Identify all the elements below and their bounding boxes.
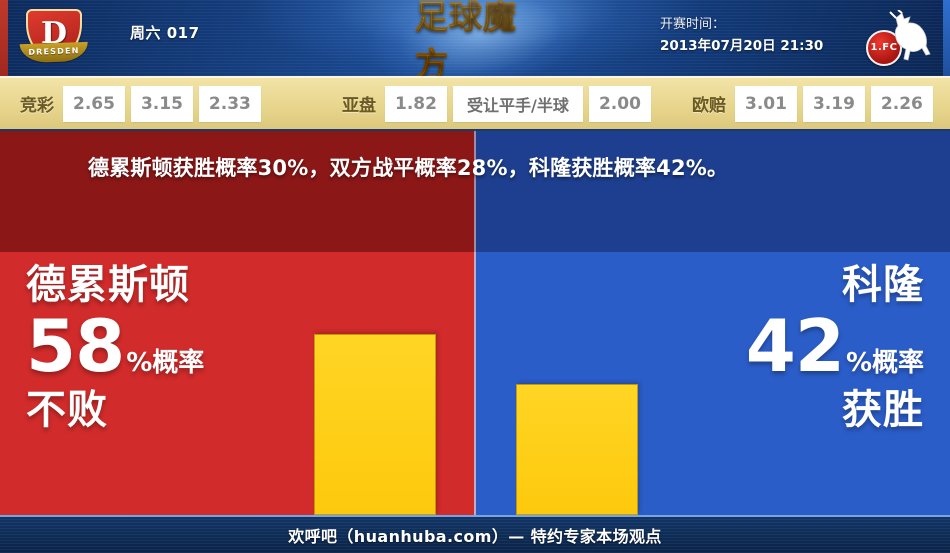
away-outcome-label: 获胜 — [842, 386, 924, 433]
away-stat-block: 科隆 42 %概率 获胜 — [745, 262, 924, 433]
odds-group-title: 亚盘 — [342, 96, 376, 116]
handicap-line[interactable]: 受让平手/半球 — [452, 85, 583, 122]
brand-logo: 足球魔方 — [415, 0, 550, 76]
away-probability-value: 42 — [745, 304, 845, 389]
away-probability-row: 42 %概率 — [745, 304, 924, 389]
banner-divider — [474, 131, 476, 252]
handicap-away-odds[interactable]: 2.00 — [588, 85, 651, 122]
home-outcome-label: 不败 — [26, 386, 108, 433]
bar-home — [314, 334, 436, 515]
euro-cell-home[interactable]: 3.01 — [735, 85, 797, 122]
odds-bar: 竞彩 2.65 3.15 2.33 亚盘 1.82 受让平手/半球 2.00 欧… — [0, 76, 950, 129]
euro-cell-draw[interactable]: 3.19 — [802, 85, 865, 122]
match-round-label: 周六 017 — [130, 24, 200, 42]
kickoff-label: 开赛时间： — [660, 17, 726, 32]
summary-banner-right-half — [475, 131, 950, 252]
bar-away — [516, 384, 638, 515]
home-probability-unit: %概率 — [126, 348, 205, 379]
header-left-red-edge — [0, 0, 8, 76]
probability-chart: 德累斯顿 58 %概率 不败 科隆 42 %概率 获胜 — [0, 252, 950, 515]
home-team-name: 德累斯顿 — [26, 262, 190, 308]
odds-group-asian-handicap: 亚盘 1.82 受让平手/半球 2.00 — [342, 85, 657, 122]
summary-banner-left-half — [0, 131, 475, 252]
odds-group-title: 竞彩 — [20, 96, 54, 116]
header-right-blue-edge — [943, 0, 950, 76]
summary-text: 德累斯顿获胜概率30%，双方战平概率28%，科隆获胜概率42%。 — [88, 156, 729, 180]
summary-banner: 德累斯顿获胜概率30%，双方战平概率28%，科隆获胜概率42%。 — [0, 131, 950, 252]
odds-cell-away[interactable]: 2.33 — [198, 85, 261, 122]
odds-group-european: 欧赔 3.01 3.19 2.26 — [692, 85, 939, 122]
footer-text: 欢呼吧（huanhuba.com）— 特约专家本场观点 — [288, 527, 662, 546]
odds-cell-home[interactable]: 2.65 — [63, 85, 125, 122]
away-probability-unit: %概率 — [845, 348, 924, 379]
away-crest-label: 1.FC — [870, 42, 898, 53]
away-team-crest-icon: 1.FC — [862, 8, 940, 68]
odds-group-title: 欧赔 — [692, 96, 726, 116]
goat-icon — [889, 10, 931, 61]
kickoff-value: 2013年07月20日 21:30 — [660, 38, 824, 55]
euro-cell-away[interactable]: 2.26 — [870, 85, 933, 122]
home-probability-value: 58 — [26, 304, 125, 389]
footer-bar: 欢呼吧（huanhuba.com）— 特约专家本场观点 — [0, 515, 950, 553]
odds-group-jingcai: 竞彩 2.65 3.15 2.33 — [20, 85, 267, 122]
home-stat-block: 德累斯顿 58 %概率 不败 — [26, 262, 205, 433]
crest-ribbon: DRESDEN — [19, 41, 89, 64]
odds-cell-draw[interactable]: 3.15 — [130, 85, 193, 122]
header-bar: D DRESDEN 周六 017 足球魔方 开赛时间： 2013年07月20日 … — [0, 0, 950, 76]
away-team-name: 科隆 — [842, 262, 924, 308]
home-probability-row: 58 %概率 — [26, 304, 205, 389]
home-team-crest-icon: D DRESDEN — [18, 7, 90, 69]
kickoff-time-block: 开赛时间： 2013年07月20日 21:30 — [660, 14, 850, 58]
brand-logo-text: 足球魔方 — [415, 0, 550, 76]
handicap-home-odds[interactable]: 1.82 — [385, 85, 447, 122]
crest-ribbon-label: DRESDEN — [28, 46, 80, 57]
panel-divider — [474, 252, 476, 515]
